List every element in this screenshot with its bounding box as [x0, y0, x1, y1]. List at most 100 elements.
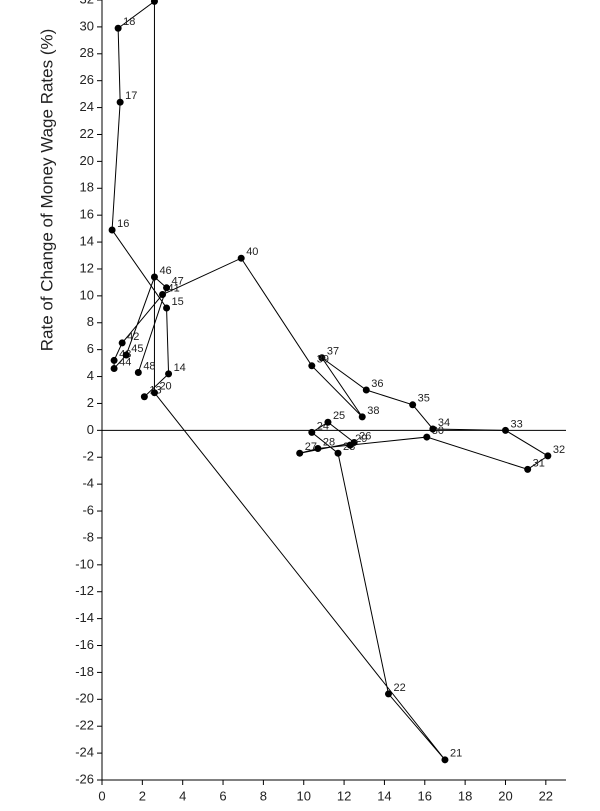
y-tick-label: -12 — [75, 583, 94, 598]
point-label: 27 — [305, 441, 317, 453]
point-label: 18 — [123, 16, 135, 28]
point-label: 34 — [438, 417, 450, 429]
point — [159, 291, 167, 299]
point — [346, 441, 354, 449]
point — [544, 452, 552, 460]
y-tick-label: 10 — [80, 287, 94, 302]
point-label: 32 — [553, 444, 565, 456]
point — [116, 98, 124, 106]
y-tick-label: -24 — [75, 745, 94, 760]
point — [118, 339, 126, 347]
point — [318, 354, 326, 362]
y-tick-label: -4 — [82, 476, 94, 491]
point — [324, 418, 332, 426]
y-tick-label: 30 — [80, 18, 94, 33]
point — [384, 690, 392, 698]
x-tick-label: 4 — [179, 788, 186, 803]
x-tick-label: 18 — [458, 788, 472, 803]
y-tick-label: 2 — [87, 395, 94, 410]
y-tick-label: 4 — [87, 368, 94, 383]
point — [150, 273, 158, 281]
y-tick-label: -2 — [82, 449, 94, 464]
point-label: 44 — [119, 356, 131, 368]
y-tick-label: 8 — [87, 314, 94, 329]
point — [237, 254, 245, 262]
y-tick-label: 22 — [80, 126, 94, 141]
x-tick-label: 10 — [297, 788, 311, 803]
y-tick-label: 12 — [80, 260, 94, 275]
point — [441, 756, 449, 764]
point-label: 28 — [323, 436, 335, 448]
point-label: 35 — [418, 393, 430, 405]
point — [122, 351, 130, 359]
y-tick-label: 18 — [80, 180, 94, 195]
y-tick-label: 26 — [80, 72, 94, 87]
point-label: 33 — [510, 418, 522, 430]
x-tick-label: 2 — [139, 788, 146, 803]
point — [150, 0, 158, 5]
point-label: 48 — [143, 360, 155, 372]
point-label: 20 — [159, 381, 171, 393]
x-tick-label: 20 — [498, 788, 512, 803]
y-tick-label: 16 — [80, 207, 94, 222]
point-label: 15 — [172, 296, 184, 308]
y-tick-label: 24 — [80, 99, 94, 114]
point-label: 16 — [117, 218, 129, 230]
point-label: 19 — [159, 0, 171, 1]
point-label: 14 — [174, 362, 186, 374]
y-tick-label: -22 — [75, 718, 94, 733]
point-label: 21 — [450, 748, 462, 760]
point-label: 37 — [327, 346, 339, 358]
y-tick-label: 6 — [87, 341, 94, 356]
point — [163, 304, 171, 312]
point-label: 36 — [371, 378, 383, 390]
point — [110, 356, 118, 364]
point-label: 22 — [393, 682, 405, 694]
point-label: 39 — [317, 354, 329, 366]
point-label: 25 — [333, 410, 345, 422]
point — [114, 24, 122, 32]
point — [150, 389, 158, 397]
y-tick-label: -20 — [75, 691, 94, 706]
y-tick-label: 0 — [87, 422, 94, 437]
y-tick-label: 28 — [80, 45, 94, 60]
point — [165, 370, 173, 378]
y-tick-label: -6 — [82, 502, 94, 517]
point — [110, 364, 118, 372]
y-tick-label: -8 — [82, 529, 94, 544]
point-label: 41 — [168, 282, 180, 294]
y-tick-label: -16 — [75, 637, 94, 652]
x-tick-label: 22 — [539, 788, 553, 803]
point — [163, 284, 171, 292]
x-tick-label: 14 — [377, 788, 391, 803]
point — [296, 449, 304, 457]
point-label: 29 — [355, 433, 367, 445]
point — [314, 445, 322, 452]
y-tick-label: -14 — [75, 610, 94, 625]
point — [140, 393, 148, 401]
x-tick-label: 16 — [418, 788, 432, 803]
x-tick-label: 8 — [260, 788, 267, 803]
connecting-line — [111, 0, 549, 761]
point — [524, 465, 532, 473]
point-label: 46 — [159, 265, 171, 277]
point-label: 26 — [359, 430, 371, 442]
point — [429, 425, 437, 433]
point-label: 31 — [533, 457, 545, 469]
point-label: 47 — [172, 276, 184, 288]
y-tick-label: -18 — [75, 664, 94, 679]
y-axis-title: Rate of Change of Money Wage Rates (%) — [37, 29, 56, 352]
y-tick-label: -10 — [75, 556, 94, 571]
point — [362, 386, 370, 394]
point-label: 42 — [127, 331, 139, 343]
point — [423, 433, 431, 441]
y-tick-label: -26 — [75, 771, 94, 786]
x-tick-label: 12 — [337, 788, 351, 803]
point — [501, 426, 509, 434]
point — [134, 369, 142, 377]
point-label: 45 — [131, 343, 143, 355]
point-label: 40 — [246, 246, 258, 258]
point-label: 17 — [125, 90, 137, 102]
point — [308, 362, 316, 370]
